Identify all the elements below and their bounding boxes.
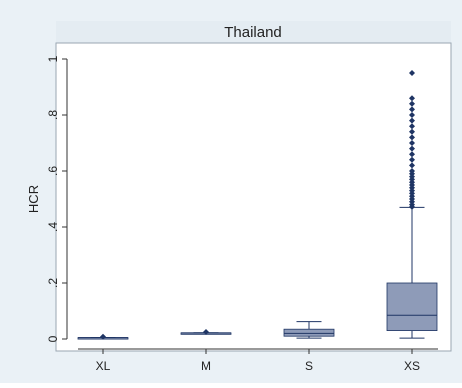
outlier-point [409, 112, 415, 118]
box-s [283, 321, 335, 339]
outlier-point [409, 106, 415, 113]
outlier-point [203, 329, 209, 335]
x-axis: XL M S XS [78, 348, 438, 373]
outlier-point [409, 168, 415, 174]
outlier-point [409, 156, 415, 163]
box-series [77, 70, 438, 340]
y-tick-label: .8 [46, 110, 60, 120]
y-axis-label: HCR [26, 185, 41, 213]
y-tick-label: .2 [46, 278, 60, 288]
y-axis: 0 .2 .4 .6 .8 1 [46, 55, 68, 342]
outlier-point [409, 100, 415, 107]
box-iqr [386, 282, 438, 331]
x-tick-label: M [201, 359, 211, 373]
outlier-point [409, 151, 415, 158]
box-m [180, 329, 232, 335]
x-tick-label: XS [404, 359, 420, 373]
box-xl [77, 333, 129, 340]
y-tick-label: 0 [46, 335, 60, 342]
box-xs [386, 70, 438, 339]
outlier-point [409, 145, 415, 152]
x-tick-label: S [305, 359, 313, 373]
outlier-point [409, 128, 415, 135]
y-tick-label: .6 [46, 166, 60, 176]
outlier-point [409, 117, 415, 124]
outlier-point [409, 162, 415, 169]
outlier-point [100, 333, 106, 340]
y-tick-label: 1 [46, 55, 60, 62]
title-band [56, 21, 451, 43]
y-tick-label: .4 [46, 222, 60, 232]
outlier-point [409, 95, 415, 102]
plot-area [55, 42, 452, 352]
outlier-point [409, 140, 415, 146]
outlier-point [409, 134, 415, 141]
box-iqr [283, 328, 335, 337]
x-tick-label: XL [96, 359, 111, 373]
chart-title: Thailand [224, 24, 282, 41]
outlier-point [409, 70, 415, 76]
outlier-point [409, 123, 415, 130]
